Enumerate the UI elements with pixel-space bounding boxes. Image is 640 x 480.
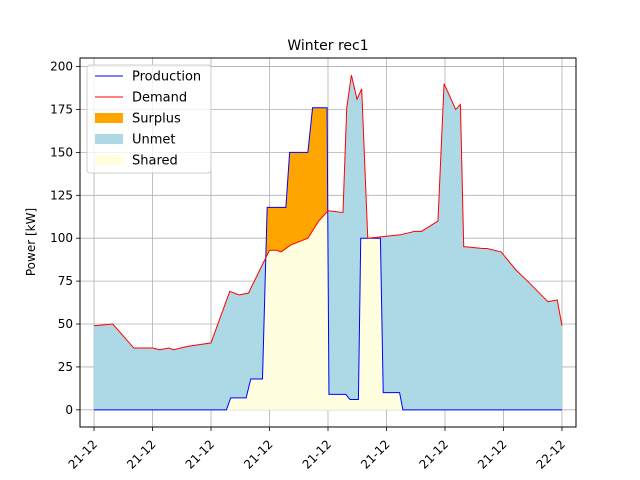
chart-title: Winter rec1 — [287, 38, 368, 54]
legend-box — [86, 64, 212, 174]
legend-surplus-swatch — [95, 113, 123, 123]
y-tick-label: 50 — [58, 317, 73, 331]
y-tick-label: 75 — [58, 274, 73, 288]
legend-shared-swatch — [95, 155, 123, 165]
y-tick-label: 0 — [65, 403, 73, 417]
y-tick-label: 125 — [50, 188, 73, 202]
series-lines — [93, 75, 563, 411]
legend-unmet-label: Unmet — [132, 133, 176, 148]
y-axis-label: Power [kW] — [24, 208, 38, 276]
legend: Production Demand Surplus Unmet Shared — [86, 64, 212, 174]
y-tick-label: 200 — [50, 60, 73, 74]
demand-line — [93, 75, 563, 351]
legend-unmet-swatch — [95, 134, 123, 144]
y-tick-label: 150 — [50, 145, 73, 159]
legend-demand-label: Demand — [132, 91, 187, 106]
y-tick-label: 25 — [58, 360, 73, 374]
legend-production-label: Production — [132, 70, 201, 85]
y-tick-label: 175 — [50, 102, 73, 116]
y-tick-label: 100 — [50, 231, 73, 245]
legend-shared-label: Shared — [132, 154, 178, 169]
production-line — [94, 107, 562, 411]
legend-surplus-label: Surplus — [132, 112, 181, 127]
